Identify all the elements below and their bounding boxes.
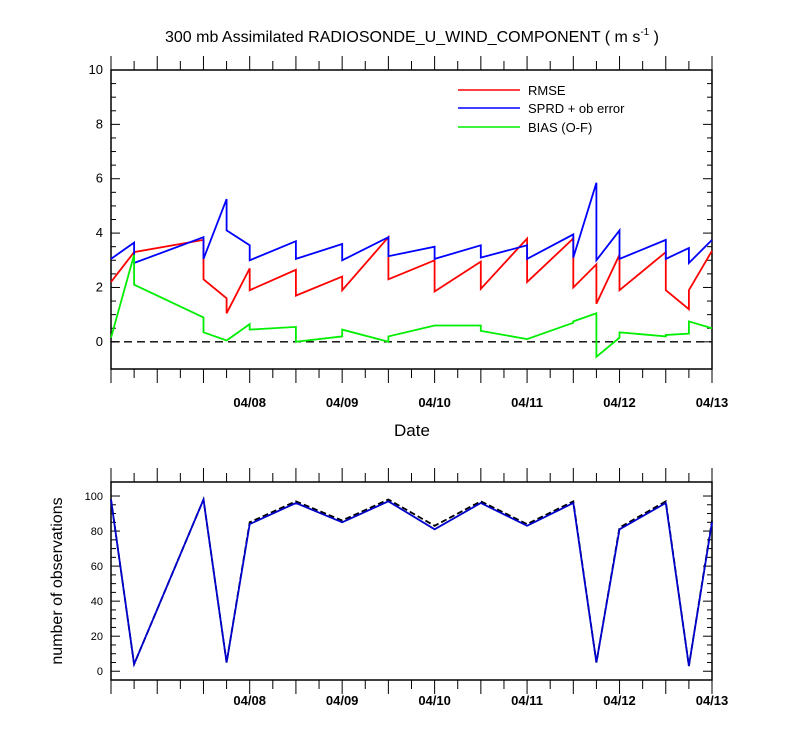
chart-title: 300 mb Assimilated RADIOSONDE_U_WIND_COM…: [165, 27, 659, 46]
x-date-label: 04/08: [233, 693, 266, 708]
bottom-series-group: [110, 496, 713, 668]
x-date-label: 04/08: [233, 395, 266, 410]
x-date-label: 04/12: [603, 693, 636, 708]
x-date-label: 04/13: [696, 395, 729, 410]
bottom-axis-ticks: 0 20 40 60 80 100 04/08 04/09 04/10 04/11 04/12 04/…: [85, 468, 729, 708]
y-axis-label-observations: number of observations: [49, 497, 66, 664]
legend-label-bias: BIAS (O-F): [528, 120, 592, 135]
x-date-label: 04/10: [418, 395, 451, 410]
series-line-rmse: [110, 234, 713, 314]
y-tick-label: 6: [96, 171, 103, 186]
top-series-group: [110, 182, 713, 359]
top-axis-ticks: 0 2 4 6 8 10 04/08 04/09 04/10 04/11 04/12 04/13: [89, 56, 729, 410]
x-date-label: 04/09: [326, 693, 359, 708]
x-axis-label: Date: [394, 421, 430, 440]
y-tick-label: 20: [91, 631, 103, 643]
x-date-label: 04/12: [603, 395, 636, 410]
series-line-observations: [110, 496, 713, 668]
y-tick-label: 80: [91, 526, 103, 538]
x-date-label: 04/09: [326, 395, 359, 410]
y-tick-label: 60: [91, 561, 103, 573]
series-line-sprd-ob-error: [110, 182, 713, 266]
legend-label-sprd: SPRD + ob error: [528, 101, 625, 116]
y-tick-label: 100: [85, 491, 103, 503]
x-date-label: 04/13: [696, 693, 729, 708]
x-date-label: 04/11: [511, 395, 543, 410]
x-date-label: 04/11: [511, 693, 543, 708]
y-tick-label: 40: [91, 596, 103, 608]
x-date-label: 04/10: [418, 693, 451, 708]
legend: RMSE SPRD + ob error BIAS (O-F): [458, 83, 625, 135]
series-line-observations-dashed: [110, 496, 713, 668]
legend-label-rmse: RMSE: [528, 83, 566, 98]
y-tick-label: 8: [96, 116, 103, 131]
y-tick-label: 0: [96, 334, 103, 349]
y-tick-label: 0: [97, 666, 103, 678]
y-tick-label: 10: [89, 62, 103, 77]
y-tick-label: 2: [96, 279, 103, 294]
series-line-bias-o-f: [110, 254, 713, 359]
y-tick-label: 4: [96, 225, 103, 240]
